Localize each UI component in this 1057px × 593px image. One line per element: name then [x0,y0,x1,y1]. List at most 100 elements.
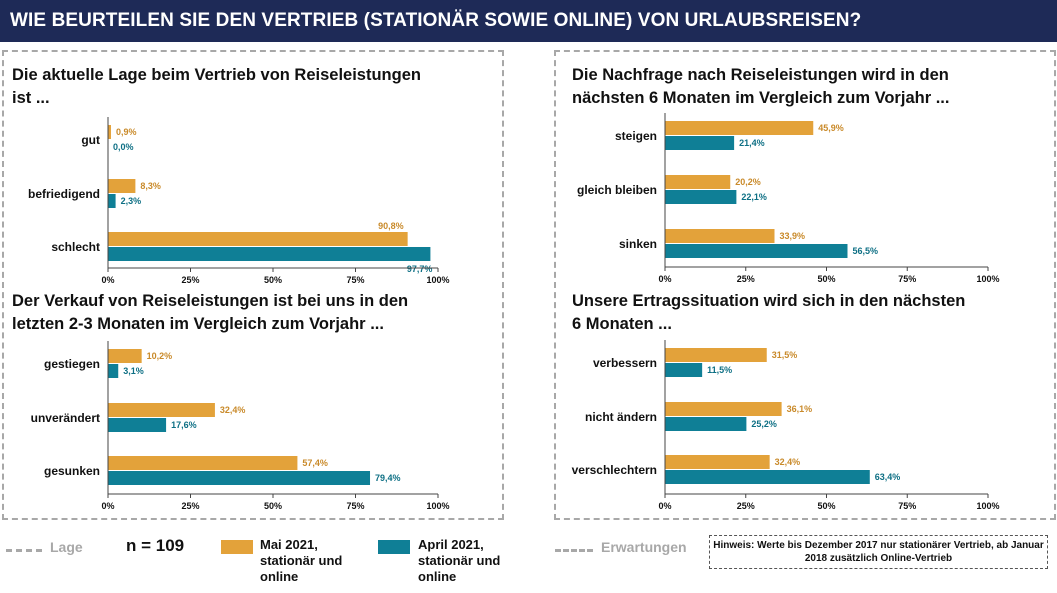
data-label: 36,1% [787,404,813,414]
data-label: 33,9% [779,231,805,241]
data-label: 22,1% [741,192,767,202]
x-tick-label: 100% [976,501,999,511]
data-label: 79,4% [375,473,401,483]
x-tick-label: 25% [737,501,755,511]
data-label: 57,4% [302,458,328,468]
bar-april [108,364,119,378]
x-tick-label: 75% [346,501,364,511]
x-tick-label: 50% [817,274,835,284]
data-label: 20,2% [735,177,761,187]
category-label: verschlechtern [572,463,657,477]
x-tick-label: 100% [426,501,449,511]
mai-swatch [221,540,253,554]
data-label: 2,3% [121,196,142,206]
lage-legend-label: Lage [50,539,83,555]
x-tick-label: 100% [976,274,999,284]
data-label: 0,9% [116,127,137,137]
data-label: 56,5% [852,246,878,256]
chart-title-line: ist ... [12,89,50,107]
mai-legend-label: Mai 2021, stationär und online [260,537,343,584]
category-label: nicht ändern [585,410,657,424]
data-label: 10,2% [147,351,173,361]
chart-title-line: Der Verkauf von Reiseleistungen ist bei … [12,292,408,310]
chart-title-line: Die Nachfrage nach Reiseleistungen wird … [572,66,949,84]
data-label: 8,3% [140,181,161,191]
x-tick-label: 0% [658,274,671,284]
x-tick-label: 0% [101,275,114,285]
bar-april [665,470,870,484]
bar-april [108,247,431,261]
bar-mai [665,402,782,416]
category-label: gestiegen [44,357,100,371]
category-label: befriedigend [28,187,100,201]
category-label: gesunken [44,464,100,478]
lage-dash-line [6,549,42,552]
chart-title-line: Unsere Ertragssituation wird sich in den… [572,292,965,310]
x-tick-label: 25% [181,275,199,285]
charts-canvas: Die aktuelle Lage beim Vertrieb von Reis… [12,66,1000,511]
chart-title-line: nächsten 6 Monaten im Vergleich zum Vorj… [572,89,949,107]
sample-size-label: n = 109 [126,536,185,555]
x-tick-label: 0% [658,501,671,511]
bar-mai [665,229,775,243]
category-label: unverändert [31,411,100,425]
data-label: 90,8% [378,221,404,231]
category-label: schlecht [51,240,100,254]
erwartungen-dash-line [555,549,593,552]
data-label: 3,1% [123,366,144,376]
bar-mai [665,455,770,469]
data-label: 32,4% [775,457,801,467]
bar-april [108,418,167,432]
x-tick-label: 75% [898,501,916,511]
data-label: 32,4% [220,405,246,415]
bar-mai [665,121,814,135]
x-tick-label: 75% [898,274,916,284]
erwartungen-panel-frame [554,50,1056,520]
bar-april [665,244,848,258]
x-tick-label: 50% [264,501,282,511]
data-label: 45,9% [818,123,844,133]
chart-title-line: letzten 2-3 Monaten im Vergleich zum Vor… [12,315,384,333]
data-label: 97,7% [407,264,433,274]
erwartungen-legend-label: Erwartungen [601,539,687,555]
x-tick-label: 0% [101,501,114,511]
x-tick-label: 100% [426,275,449,285]
bar-april [108,471,371,485]
category-label: steigen [615,129,657,143]
x-tick-label: 50% [817,501,835,511]
bar-mai [108,179,136,193]
data-label: 21,4% [739,138,765,148]
category-label: verbessern [593,356,657,370]
data-label: 11,5% [707,365,732,375]
april-swatch [378,540,410,554]
bar-april [665,417,747,431]
category-label: gleich bleiben [577,183,657,197]
data-label: 25,2% [751,419,777,429]
note-box: Hinweis: Werte bis Dezember 2017 nur sta… [709,535,1048,569]
bar-mai [108,232,408,246]
bar-mai [108,403,215,417]
bar-april [108,194,116,208]
data-label: 63,4% [875,472,901,482]
x-tick-label: 25% [737,274,755,284]
april-legend-label: April 2021, stationär und online [418,537,501,584]
x-tick-label: 50% [264,275,282,285]
bar-mai [108,349,142,363]
bar-mai [108,125,111,139]
chart-title-line: Die aktuelle Lage beim Vertrieb von Reis… [12,66,421,84]
data-label: 0,0% [113,142,134,152]
x-tick-label: 75% [346,275,364,285]
bar-mai [665,175,731,189]
bar-april [665,190,737,204]
chart-title-line: 6 Monaten ... [572,315,672,333]
category-label: gut [81,133,100,147]
data-label: 31,5% [772,350,798,360]
legend: Lage n = 109 Mai 2021, stationär und onl… [0,530,1057,593]
bar-april [665,136,735,150]
category-label: sinken [619,237,657,251]
lage-panel-frame [2,50,504,520]
bar-april [665,363,703,377]
bar-mai [108,456,298,470]
page-title: WIE BEURTEILEN SIE DEN VERTRIEB (STATION… [0,0,1057,42]
bar-mai [665,348,767,362]
